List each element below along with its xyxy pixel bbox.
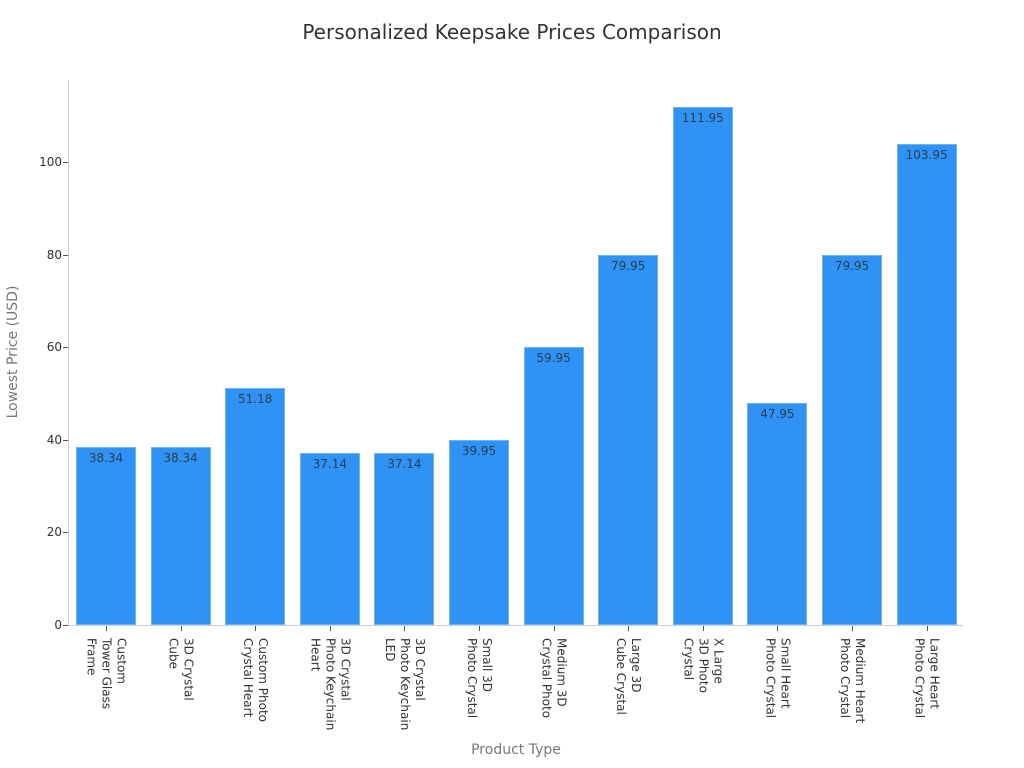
bar: 79.95 bbox=[598, 254, 659, 625]
bar-value-label: 37.14 bbox=[387, 457, 422, 472]
x-tick-mark bbox=[180, 626, 182, 631]
bar-value-label: 59.95 bbox=[536, 351, 571, 366]
x-tick-mark bbox=[553, 626, 555, 631]
x-tick-mark bbox=[628, 626, 630, 631]
y-tick-mark bbox=[63, 532, 68, 534]
y-tick-mark bbox=[63, 625, 68, 626]
x-tick-label: Small Heart Photo Crystal bbox=[763, 638, 793, 719]
x-tick-label: Large 3D Cube Crystal bbox=[614, 638, 644, 715]
chart-title: Personalized Keepsake Prices Comparison bbox=[302, 20, 722, 44]
x-tick-mark bbox=[702, 626, 704, 631]
bar-value-label: 47.95 bbox=[760, 406, 795, 421]
bar: 37.14 bbox=[374, 453, 435, 625]
y-tick-mark bbox=[63, 347, 68, 349]
y-tick-label: 20 bbox=[46, 525, 62, 540]
bar: 39.95 bbox=[449, 440, 509, 625]
bar-value-label: 39.95 bbox=[461, 444, 497, 459]
x-axis-line bbox=[68, 625, 963, 626]
x-tick-label: Custom Photo Crystal Heart bbox=[241, 638, 271, 723]
x-tick-label: Medium Heart Photo Crystal bbox=[838, 638, 867, 724]
x-tick-label: Medium 3D Crystal Photo bbox=[539, 638, 569, 719]
y-tick-label: 40 bbox=[46, 432, 62, 447]
x-tick-label: 3D Crystal Photo Keychain LED bbox=[382, 638, 427, 731]
bar-value-label: 79.95 bbox=[834, 258, 870, 273]
y-tick-label: 0 bbox=[54, 618, 62, 632]
y-tick-label: 80 bbox=[46, 247, 62, 262]
bar: 51.18 bbox=[225, 388, 286, 625]
bar-value-label: 37.14 bbox=[312, 457, 347, 472]
x-tick-mark bbox=[852, 626, 853, 631]
bar-value-label: 111.95 bbox=[681, 110, 724, 125]
bar: 111.95 bbox=[672, 106, 733, 625]
bar-value-label: 38.34 bbox=[88, 451, 124, 466]
x-tick-mark bbox=[404, 626, 406, 631]
bar: 47.95 bbox=[747, 402, 808, 625]
y-tick-mark bbox=[63, 439, 68, 441]
x-tick-mark bbox=[926, 626, 928, 631]
bar-value-label: 51.18 bbox=[238, 392, 273, 407]
bar: 103.95 bbox=[896, 143, 957, 625]
x-tick-label: Custom Tower Glass Frame bbox=[84, 638, 129, 710]
bar: 38.34 bbox=[150, 447, 211, 625]
x-tick-label: Small 3D Photo Crystal bbox=[465, 638, 494, 719]
x-tick-mark bbox=[479, 626, 480, 631]
x-tick-label: 3D Crystal Photo Keychain Heart bbox=[308, 638, 353, 731]
x-tick-label: X Large 3D Photo Crystal bbox=[681, 638, 726, 693]
bar: 79.95 bbox=[822, 254, 882, 625]
x-tick-label: Large Heart Photo Crystal bbox=[912, 638, 942, 719]
y-tick-label: 100 bbox=[39, 155, 62, 169]
x-axis-label: Product Type bbox=[471, 742, 561, 758]
x-tick-mark bbox=[106, 626, 107, 631]
x-tick-label: 3D Crystal Cube bbox=[166, 638, 196, 701]
bar: 37.14 bbox=[299, 453, 360, 625]
y-axis-line bbox=[68, 80, 69, 625]
x-tick-mark bbox=[777, 626, 779, 631]
y-tick-mark bbox=[63, 254, 68, 256]
y-tick-mark bbox=[63, 162, 68, 163]
x-tick-mark bbox=[255, 626, 257, 631]
x-tick-mark bbox=[329, 626, 331, 631]
bar-value-label: 38.34 bbox=[163, 451, 198, 466]
bar: 38.34 bbox=[76, 447, 136, 625]
bar-value-label: 103.95 bbox=[905, 147, 948, 162]
y-tick-label: 60 bbox=[46, 340, 62, 355]
bar-value-label: 79.95 bbox=[611, 258, 646, 273]
bar: 59.95 bbox=[523, 347, 584, 625]
